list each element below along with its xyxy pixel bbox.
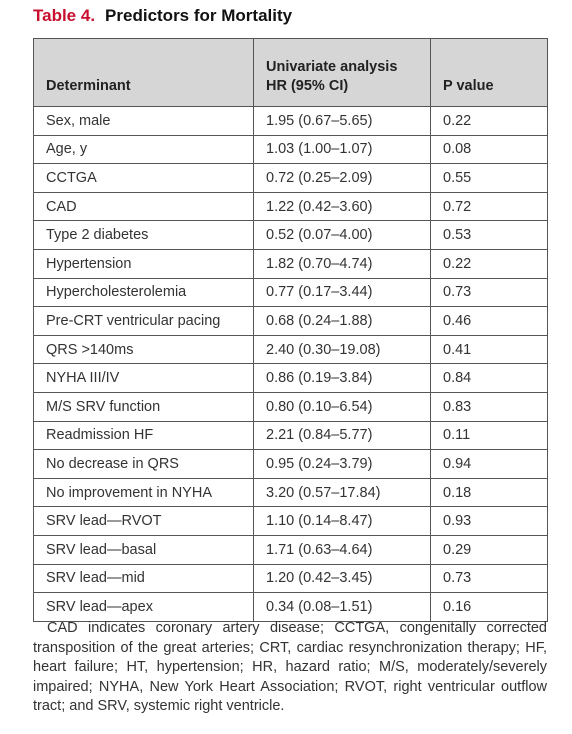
table-cell: 0.86 (0.19–3.84) [253,363,431,393]
table-row: Age, y 1.03 (1.00–1.07) 0.08 [33,134,548,165]
table-cell: M/S SRV function [33,391,254,422]
table-row: No decrease in QRS 0.95 (0.24–3.79) 0.94 [33,449,548,479]
table-row: M/S SRV function 0.80 (0.10–6.54) 0.83 [33,391,548,422]
table-name: Predictors for Mortality [105,6,293,25]
header-line: HR (95% CI) [266,78,349,94]
table-cell: 0.84 [430,363,548,393]
table-cell: 1.03 (1.00–1.07) [253,134,431,165]
footnote: CAD indicates coronary artery disease; C… [33,620,547,715]
table-cell: CCTGA [33,163,254,193]
table-cell: 0.52 (0.07–4.00) [253,220,431,250]
table-cell: 0.83 [430,391,548,422]
table-cell: SRV lead—mid [33,563,254,594]
table-cell: 1.20 (0.42–3.45) [253,563,431,594]
table-cell: SRV lead—RVOT [33,506,254,536]
table-cell: 0.77 (0.17–3.44) [253,277,431,308]
table-title: Table 4. Predictors for Mortality [33,6,292,26]
table-cell: 0.73 [430,277,548,308]
header-line: Univariate analysis [266,59,398,75]
table-row: SRV lead—basal 1.71 (0.63–4.64) 0.29 [33,534,548,565]
table-row: CAD 1.22 (0.42–3.60) 0.72 [33,191,548,222]
table-cell: Hypertension [33,248,254,279]
table-cell: Pre-CRT ventricular pacing [33,306,254,336]
table-cell: 0.41 [430,334,548,365]
table-cell: 0.94 [430,449,548,479]
table-cell: 0.93 [430,506,548,536]
table-cell: NYHA III/IV [33,363,254,393]
table-cell: SRV lead—basal [33,534,254,565]
table-cell: 0.08 [430,134,548,165]
table-cell: 0.22 [430,248,548,279]
column-header: Univariate analysis HR (95% CI) [253,38,431,107]
table-cell: 0.22 [430,106,548,136]
table-cell: 0.72 (0.25–2.09) [253,163,431,193]
table-cell: No improvement in NYHA [33,477,254,508]
table-cell: 0.68 (0.24–1.88) [253,306,431,336]
table-row: No improvement in NYHA 3.20 (0.57–17.84) 0… [33,477,548,508]
header-row: Determinant Univariate analysis HR (95% C… [33,38,548,107]
table-cell: 0.29 [430,534,548,565]
table-cell: 2.21 (0.84–5.77) [253,420,431,451]
table-cell: 1.10 (0.14–8.47) [253,506,431,536]
table-cell: 1.71 (0.63–4.64) [253,534,431,565]
table-row: Hypertension 1.82 (0.70–4.74) 0.22 [33,248,548,279]
table-cell: SRV lead—apex [33,592,254,622]
table-cell: 0.53 [430,220,548,250]
table-cell: 0.11 [430,420,548,451]
table-cell: No decrease in QRS [33,449,254,479]
table-row: Type 2 diabetes 0.52 (0.07–4.00) 0.53 [33,220,548,250]
table-cell: 0.72 [430,191,548,222]
table-cell: 0.34 (0.08–1.51) [253,592,431,622]
table-row: Hypercholesterolemia 0.77 (0.17–3.44) 0.73 [33,277,548,308]
table-row: SRV lead—apex 0.34 (0.08–1.51) 0.16 [33,592,548,622]
table-body: Sex, male 1.95 (0.67–5.65) 0.22 Age, y 1.03 … [33,106,548,622]
column-header: Determinant [33,38,254,107]
table-cell: 0.73 [430,563,548,594]
table-cell: 3.20 (0.57–17.84) [253,477,431,508]
table-cell: QRS >140ms [33,334,254,365]
table-row: Readmission HF 2.21 (0.84–5.77) 0.11 [33,420,548,451]
table: Determinant Univariate analysis HR (95% C… [33,38,548,622]
table-cell: 0.16 [430,592,548,622]
table-cell: Sex, male [33,106,254,136]
table-row: NYHA III/IV 0.86 (0.19–3.84) 0.84 [33,363,548,393]
table-cell: 0.46 [430,306,548,336]
table-cell: Hypercholesterolemia [33,277,254,308]
table-cell: Age, y [33,134,254,165]
table-row: Pre-CRT ventricular pacing 0.68 (0.24–1.8… [33,306,548,336]
table-cell: 0.80 (0.10–6.54) [253,391,431,422]
column-header: P value [430,38,548,107]
table-cell: Type 2 diabetes [33,220,254,250]
table-row: SRV lead—RVOT 1.10 (0.14–8.47) 0.93 [33,506,548,536]
table-cell: 0.55 [430,163,548,193]
table-cell: 1.82 (0.70–4.74) [253,248,431,279]
table-cell: 0.18 [430,477,548,508]
table-cell: 2.40 (0.30–19.08) [253,334,431,365]
table-cell: 1.22 (0.42–3.60) [253,191,431,222]
table-cell: 0.95 (0.24–3.79) [253,449,431,479]
table-label: Table 4. [33,6,96,25]
table-cell: CAD [33,191,254,222]
table-cell: Readmission HF [33,420,254,451]
table-cell: 1.95 (0.67–5.65) [253,106,431,136]
table-row: CCTGA 0.72 (0.25–2.09) 0.55 [33,163,548,193]
table-row: QRS >140ms 2.40 (0.30–19.08) 0.41 [33,334,548,365]
table-row: Sex, male 1.95 (0.67–5.65) 0.22 [33,106,548,136]
table-row: SRV lead—mid 1.20 (0.42–3.45) 0.73 [33,563,548,594]
